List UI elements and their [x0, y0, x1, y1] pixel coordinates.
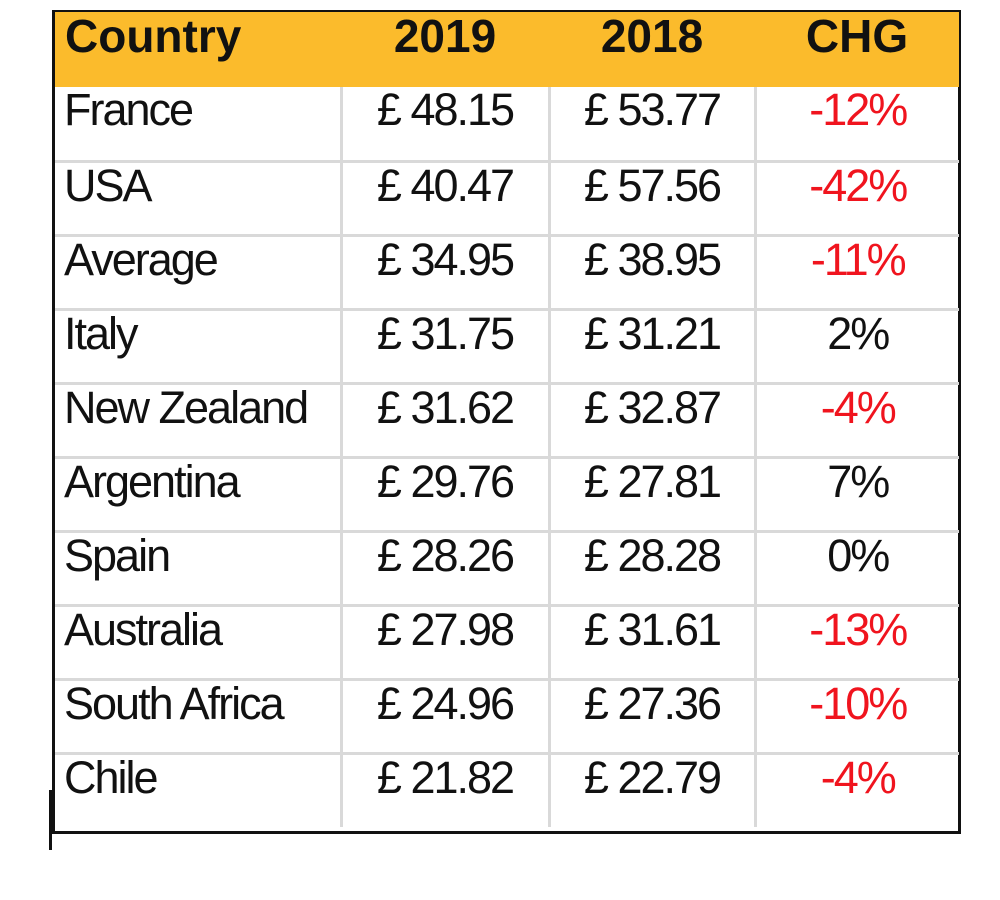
table-body: France £ 48.15 £ 53.77 -12% USA £ 40.47 £ 57.5… — [55, 87, 959, 827]
header-country: Country — [65, 10, 242, 62]
cell-2018: £ 22.79 — [549, 753, 757, 827]
cell-2019: £ 21.82 — [341, 753, 551, 827]
cell-2019: £ 24.96 — [341, 679, 551, 755]
table-row: South Africa £ 24.96 £ 27.36 -10% — [55, 679, 959, 755]
cell-country: South Africa — [55, 679, 343, 755]
cell-2018: £ 53.77 — [549, 87, 757, 163]
cell-country: Spain — [55, 531, 343, 607]
cell-2019: £ 34.95 — [341, 235, 551, 311]
table-row: New Zealand £ 31.62 £ 32.87 -4% — [55, 383, 959, 459]
cell-chg: 0% — [755, 531, 959, 607]
price-table-grid: Country 2019 2018 CHG France £ 48.15 £ 53.… — [55, 12, 959, 827]
cell-2019: £ 27.98 — [341, 605, 551, 681]
table-row: USA £ 40.47 £ 57.56 -42% — [55, 161, 959, 237]
cell-country: Australia — [55, 605, 343, 681]
cell-2018: £ 38.95 — [549, 235, 757, 311]
cell-2018: £ 31.61 — [549, 605, 757, 681]
header-2018: 2018 — [600, 10, 704, 62]
cell-chg: 2% — [755, 309, 959, 385]
table-row: Average £ 34.95 £ 38.95 -11% — [55, 235, 959, 311]
table-row: Spain £ 28.26 £ 28.28 0% — [55, 531, 959, 607]
cell-2019: £ 40.47 — [341, 161, 551, 237]
header-row: Country 2019 2018 CHG — [55, 12, 959, 87]
cell-chg: 7% — [755, 457, 959, 533]
table-row: Italy £ 31.75 £ 31.21 2% — [55, 309, 959, 385]
cell-country: France — [55, 87, 343, 163]
header-2019: 2019 — [393, 10, 497, 62]
cell-chg: -13% — [755, 605, 959, 681]
table-row: France £ 48.15 £ 53.77 -12% — [55, 87, 959, 163]
cell-chg: -42% — [755, 161, 959, 237]
cell-2018: £ 27.81 — [549, 457, 757, 533]
cell-country: Chile — [55, 753, 343, 827]
table-row: Argentina £ 29.76 £ 27.81 7% — [55, 457, 959, 533]
cell-2019: £ 28.26 — [341, 531, 551, 607]
text-cursor — [49, 790, 52, 850]
cell-2018: £ 31.21 — [549, 309, 757, 385]
cell-chg: -12% — [755, 87, 959, 163]
cell-chg: -10% — [755, 679, 959, 755]
cell-2018: £ 32.87 — [549, 383, 757, 459]
cell-2019: £ 48.15 — [341, 87, 551, 163]
cell-country: Italy — [55, 309, 343, 385]
cell-country: Average — [55, 235, 343, 311]
header-chg: CHG — [805, 10, 909, 62]
cell-2019: £ 31.75 — [341, 309, 551, 385]
cell-chg: -11% — [755, 235, 959, 311]
cell-country: USA — [55, 161, 343, 237]
table-row: Chile £ 21.82 £ 22.79 -4% — [55, 753, 959, 827]
cell-chg: -4% — [820, 753, 897, 803]
cell-country: New Zealand — [55, 383, 343, 459]
cell-country: Argentina — [55, 457, 343, 533]
cell-2018: £ 28.28 — [549, 531, 757, 607]
cell-2019: £ 31.62 — [341, 383, 551, 459]
cell-2019: £ 29.76 — [341, 457, 551, 533]
price-table: Country 2019 2018 CHG France £ 48.15 £ 53.… — [52, 10, 961, 834]
cell-2018: £ 27.36 — [549, 679, 757, 755]
cell-chg: -4% — [755, 383, 959, 459]
table-row: Australia £ 27.98 £ 31.61 -13% — [55, 605, 959, 681]
cell-2018: £ 57.56 — [549, 161, 757, 237]
